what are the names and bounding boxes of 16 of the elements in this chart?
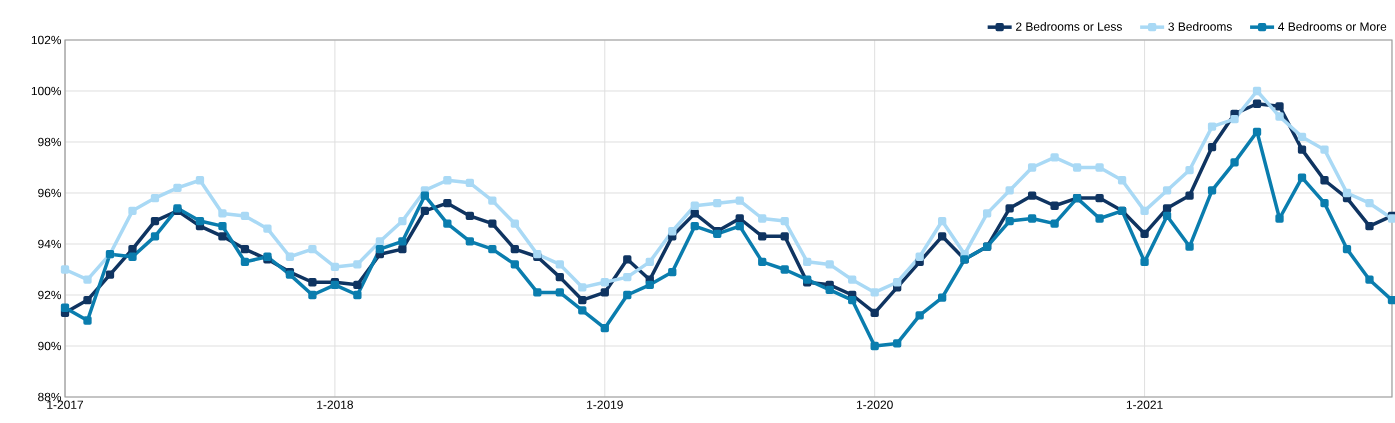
x-tick-label: 1-2021 bbox=[1126, 400, 1163, 409]
legend-label: 2 Bedrooms or Less bbox=[1016, 22, 1122, 31]
x-tick-label: 1-2018 bbox=[317, 400, 353, 409]
y-tick-label: 92% bbox=[38, 290, 62, 300]
y-tick-label: 98% bbox=[38, 137, 62, 147]
y-tick-label: 90% bbox=[38, 341, 62, 351]
x-tick-label: 1-2019 bbox=[587, 400, 623, 409]
y-tick-label: 96% bbox=[38, 188, 62, 198]
legend-label: 4 Bedrooms or More bbox=[1278, 22, 1387, 31]
y-tick-label: 102% bbox=[31, 35, 62, 45]
x-tick-label: 1-2017 bbox=[47, 400, 84, 409]
y-tick-label: 100% bbox=[31, 86, 62, 96]
y-tick-label: 94% bbox=[38, 239, 62, 249]
legend-label: 3 Bedrooms bbox=[1168, 22, 1232, 31]
y-tick-label: 88% bbox=[38, 392, 62, 402]
x-tick-label: 1-2020 bbox=[856, 400, 893, 409]
